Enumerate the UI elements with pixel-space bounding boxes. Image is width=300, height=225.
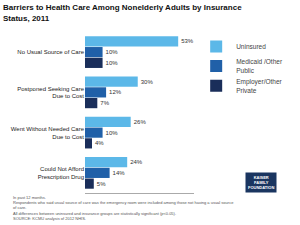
svg-text:Went Without Needed CareDue to: Went Without Needed CareDue to Cost (11, 126, 85, 140)
svg-text:30%: 30% (141, 79, 154, 85)
svg-text:14%: 14% (113, 170, 126, 176)
svg-text:Barriers to Health Care Among: Barriers to Health Care Among Nonelderly… (3, 3, 242, 22)
svg-text:KAISERFAMILYFOUNDATION: KAISERFAMILYFOUNDATION (248, 175, 274, 190)
svg-text:Employer/OtherPrivate: Employer/OtherPrivate (236, 78, 282, 93)
svg-text:26%: 26% (134, 119, 147, 125)
svg-text:7%: 7% (100, 100, 109, 106)
svg-text:Could Not AffordPrescription D: Could Not AffordPrescription Drug (38, 166, 84, 180)
svg-text:10%: 10% (106, 49, 119, 55)
svg-text:10%: 10% (106, 130, 119, 136)
svg-text:Postponed Seeking CareDue to C: Postponed Seeking CareDue to Cost (17, 86, 84, 100)
svg-text:12%: 12% (109, 89, 122, 95)
svg-text:No Usual Source of Care: No Usual Source of Care (17, 49, 84, 55)
svg-text:Uninsured: Uninsured (236, 43, 266, 50)
svg-text:53%: 53% (181, 38, 194, 44)
svg-text:10%: 10% (106, 60, 119, 66)
svg-text:4%: 4% (95, 140, 104, 146)
svg-text:In past 12 months.Respondents: In past 12 months.Respondents who said u… (13, 195, 234, 221)
svg-text:24%: 24% (130, 159, 143, 165)
svg-text:Medicaid /OtherPublic: Medicaid /OtherPublic (236, 58, 283, 73)
svg-text:5%: 5% (97, 181, 106, 187)
